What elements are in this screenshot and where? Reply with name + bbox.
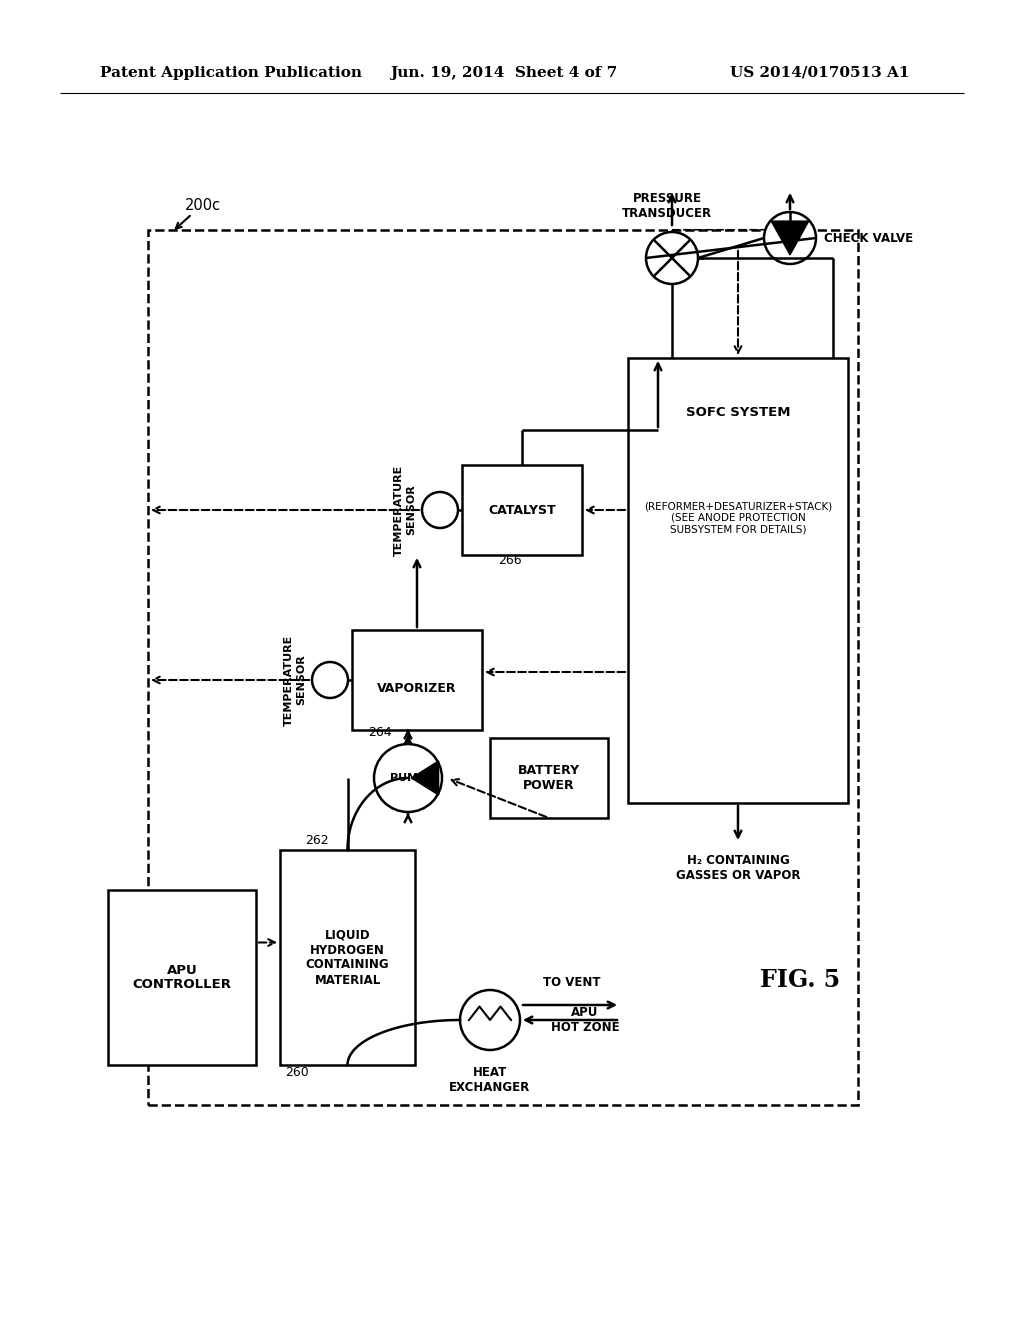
Text: SOFC SYSTEM: SOFC SYSTEM xyxy=(686,407,791,420)
Text: US 2014/0170513 A1: US 2014/0170513 A1 xyxy=(730,66,909,81)
Text: APU
HOT ZONE: APU HOT ZONE xyxy=(551,1006,620,1034)
Polygon shape xyxy=(771,220,809,255)
Bar xyxy=(148,230,858,1105)
Text: TO VENT: TO VENT xyxy=(544,975,601,989)
Text: LIQUID
HYDROGEN
CONTAINING
MATERIAL: LIQUID HYDROGEN CONTAINING MATERIAL xyxy=(306,928,389,986)
Text: H₂ CONTAINING
GASSES OR VAPOR: H₂ CONTAINING GASSES OR VAPOR xyxy=(676,854,800,882)
Text: TEMPERATURE
SENSOR: TEMPERATURE SENSOR xyxy=(285,635,306,726)
Circle shape xyxy=(374,744,442,812)
Bar xyxy=(108,890,256,1065)
Text: CATALYST: CATALYST xyxy=(488,503,556,516)
Text: PUMP: PUMP xyxy=(390,774,426,783)
Bar xyxy=(280,850,415,1065)
Text: HEAT
EXCHANGER: HEAT EXCHANGER xyxy=(450,1067,530,1094)
Text: 264: 264 xyxy=(368,726,391,738)
Text: 266: 266 xyxy=(498,553,521,566)
Text: Patent Application Publication: Patent Application Publication xyxy=(100,66,362,81)
Text: (REFORMER+DESATURIZER+STACK)
(SEE ANODE PROTECTION
SUBSYSTEM FOR DETAILS): (REFORMER+DESATURIZER+STACK) (SEE ANODE … xyxy=(644,502,833,535)
Circle shape xyxy=(764,213,816,264)
Text: Jun. 19, 2014  Sheet 4 of 7: Jun. 19, 2014 Sheet 4 of 7 xyxy=(390,66,617,81)
Circle shape xyxy=(422,492,458,528)
Text: 260: 260 xyxy=(285,1065,309,1078)
Circle shape xyxy=(646,232,698,284)
Text: CHECK VALVE: CHECK VALVE xyxy=(824,231,913,244)
Circle shape xyxy=(312,663,348,698)
Text: VAPORIZER: VAPORIZER xyxy=(377,681,457,694)
Text: BATTERY
POWER: BATTERY POWER xyxy=(518,764,580,792)
Text: APU
CONTROLLER: APU CONTROLLER xyxy=(132,964,231,991)
Bar xyxy=(352,630,482,730)
Text: PRESSURE
TRANSDUCER: PRESSURE TRANSDUCER xyxy=(622,191,712,220)
Bar xyxy=(490,738,608,818)
Text: TEMPERATURE
SENSOR: TEMPERATURE SENSOR xyxy=(394,465,416,556)
Polygon shape xyxy=(412,762,438,795)
Bar xyxy=(462,465,582,554)
Text: 200c: 200c xyxy=(185,198,221,213)
Bar xyxy=(628,358,848,803)
Text: FIG. 5: FIG. 5 xyxy=(760,968,840,993)
Circle shape xyxy=(460,990,520,1049)
Text: 262: 262 xyxy=(305,833,329,846)
